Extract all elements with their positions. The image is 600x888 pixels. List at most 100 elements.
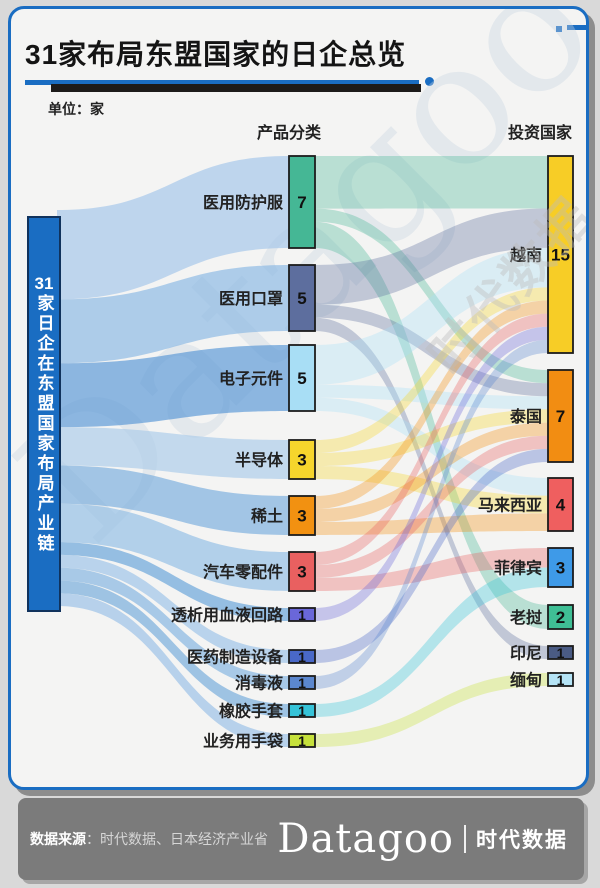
country-label-4: 老挝 (509, 608, 543, 627)
root-flow-1 (57, 265, 289, 364)
link-17 (315, 548, 548, 591)
country-node-3 (547, 547, 574, 588)
link-13 (315, 422, 548, 522)
product-node-5 (288, 551, 316, 592)
root-node-label: 家日企在东盟国家布局产业链 (34, 293, 54, 554)
link-20 (315, 339, 548, 689)
link-6 (315, 247, 548, 385)
product-node-2 (288, 344, 316, 412)
link-2 (315, 221, 548, 629)
footer-bar: 数据来源：时代数据、日本经济产业省 Datagoo 时代数据 (18, 798, 584, 880)
product-value-4: 3 (297, 507, 306, 526)
brand-logo-en: Datagoo (277, 816, 454, 862)
product-label-5: 汽车零配件 (203, 563, 283, 582)
brand-logo: Datagoo 时代数据 (277, 816, 568, 862)
product-label-4: 稀土 (251, 507, 283, 526)
product-value-6: 1 (298, 607, 306, 623)
country-node-6 (547, 672, 574, 687)
link-5 (315, 317, 548, 659)
product-label-1: 医用口罩 (219, 290, 283, 308)
root-node-count: 31 (34, 274, 54, 294)
product-label-10: 业务用手袋 (203, 732, 284, 751)
link-8 (315, 397, 548, 496)
link-0 (315, 156, 548, 209)
product-label-0: 医用防护服 (203, 193, 284, 212)
product-value-1: 5 (297, 289, 306, 308)
country-label-1: 泰国 (509, 407, 542, 426)
title-underline-blue (25, 80, 419, 85)
root-flow-2 (57, 345, 289, 428)
data-source-text: ：时代数据、日本经济产业省 (86, 831, 268, 847)
country-node-2 (547, 477, 574, 532)
product-label-7: 医药制造设备 (187, 648, 284, 667)
product-node-9 (288, 703, 316, 718)
product-value-5: 3 (297, 563, 306, 582)
link-12 (315, 300, 548, 509)
product-value-10: 1 (298, 733, 306, 749)
country-value-2: 4 (556, 496, 566, 515)
root-flow-9 (57, 580, 289, 717)
unit-label: 单位：家 (48, 101, 104, 117)
root-flow-0 (57, 156, 289, 300)
link-1 (315, 208, 548, 384)
root-node: 31 家日企在东盟国家布局产业链 (27, 216, 61, 612)
data-source-prefix: 数据来源 (30, 831, 86, 847)
product-node-8 (288, 675, 316, 690)
product-label-6: 透析用血液回路 (171, 606, 284, 625)
root-flow-10 (57, 593, 289, 747)
product-node-3 (288, 439, 316, 480)
product-node-1 (288, 264, 316, 332)
country-label-5: 印尼 (510, 645, 542, 663)
product-label-2: 电子元件 (219, 369, 283, 388)
country-value-3: 3 (556, 559, 565, 578)
link-15 (315, 313, 548, 565)
title-underline-black (51, 84, 421, 92)
product-node-6 (288, 607, 316, 622)
product-value-0: 7 (297, 193, 306, 212)
root-flow-5 (57, 503, 289, 591)
product-node-0 (288, 155, 316, 249)
product-node-10 (288, 733, 316, 748)
country-node-0 (547, 155, 574, 354)
link-19 (315, 448, 548, 663)
product-label-8: 消毒液 (235, 674, 284, 693)
link-22 (315, 673, 548, 747)
country-label-2: 马来西亚 (478, 496, 542, 515)
country-node-4 (547, 604, 574, 630)
product-value-8: 1 (298, 675, 306, 691)
sankey-diagram: 7 医用防护服 5 医用口罩 5 电子元件 3 半导体 3 稀土 3 汽车零配件 1 透析用血液回路 1 医药… (57, 155, 574, 751)
country-value-0: 15 (551, 246, 570, 265)
root-flow-8 (57, 567, 289, 689)
product-node-7 (288, 649, 316, 664)
country-label-0: 越南 (509, 246, 542, 265)
link-14 (315, 513, 548, 535)
link-4 (315, 304, 548, 397)
product-value-9: 1 (298, 703, 306, 719)
root-flow-6 (57, 542, 289, 621)
column-header-products: 产品分类 (256, 125, 321, 142)
root-flow-3 (57, 427, 289, 479)
link-9 (315, 287, 548, 453)
country-value-4: 2 (556, 608, 565, 627)
product-label-3: 半导体 (235, 451, 284, 470)
column-header-countries: 投资国家 (507, 125, 572, 142)
link-11 (315, 466, 548, 514)
country-value-5: 1 (557, 645, 565, 661)
product-value-2: 5 (297, 369, 306, 388)
link-21 (315, 567, 548, 717)
link-3 (315, 208, 548, 305)
product-node-4 (288, 495, 316, 536)
country-value-6: 1 (557, 672, 565, 688)
product-label-9: 橡胶手套 (219, 702, 284, 721)
country-label-3: 菲律宾 (494, 559, 542, 578)
corner-accent-line (567, 25, 586, 30)
link-7 (315, 384, 548, 410)
page-title: 31家布局东盟国家的日企总览 (25, 39, 407, 70)
title-underline-dot (425, 77, 434, 86)
product-value-7: 1 (298, 649, 306, 665)
data-source: 数据来源：时代数据、日本经济产业省 (30, 829, 268, 849)
country-node-1 (547, 369, 574, 463)
infographic-card: 31家布局东盟国家的日企总览 单位：家 产品分类 投资国家 Datagoo 时代… (8, 6, 589, 790)
link-16 (315, 435, 548, 578)
